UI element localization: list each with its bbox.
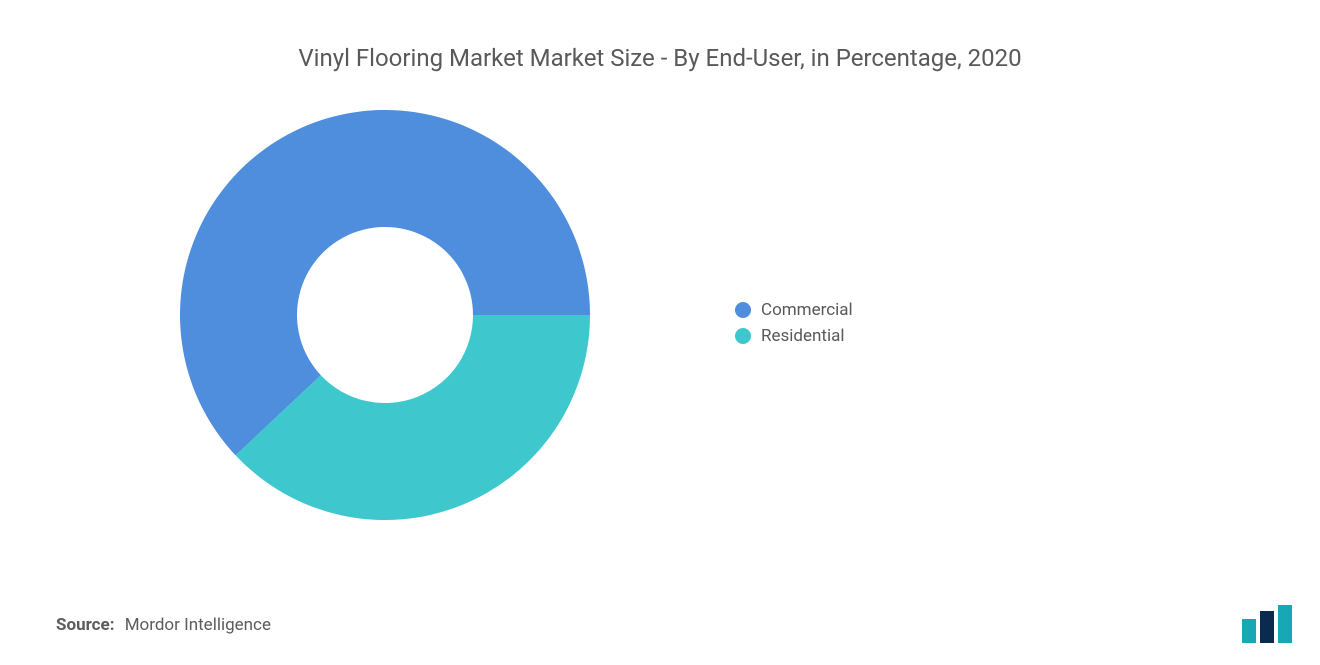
legend-label-residential: Residential	[761, 326, 844, 346]
source-label: Source:	[56, 615, 114, 635]
legend-swatch-commercial	[735, 302, 751, 318]
brand-logo-icon	[1240, 605, 1298, 643]
donut-svg	[170, 100, 600, 530]
chart-legend: Commercial Residential	[735, 300, 853, 346]
legend-item-commercial: Commercial	[735, 300, 853, 320]
legend-label-commercial: Commercial	[761, 300, 853, 320]
donut-chart	[170, 100, 600, 530]
source-text: Mordor Intelligence	[125, 615, 271, 635]
source-line: Source: Mordor Intelligence	[56, 615, 271, 635]
legend-swatch-residential	[735, 328, 751, 344]
chart-title: Vinyl Flooring Market Market Size - By E…	[0, 0, 1320, 72]
legend-item-residential: Residential	[735, 326, 853, 346]
